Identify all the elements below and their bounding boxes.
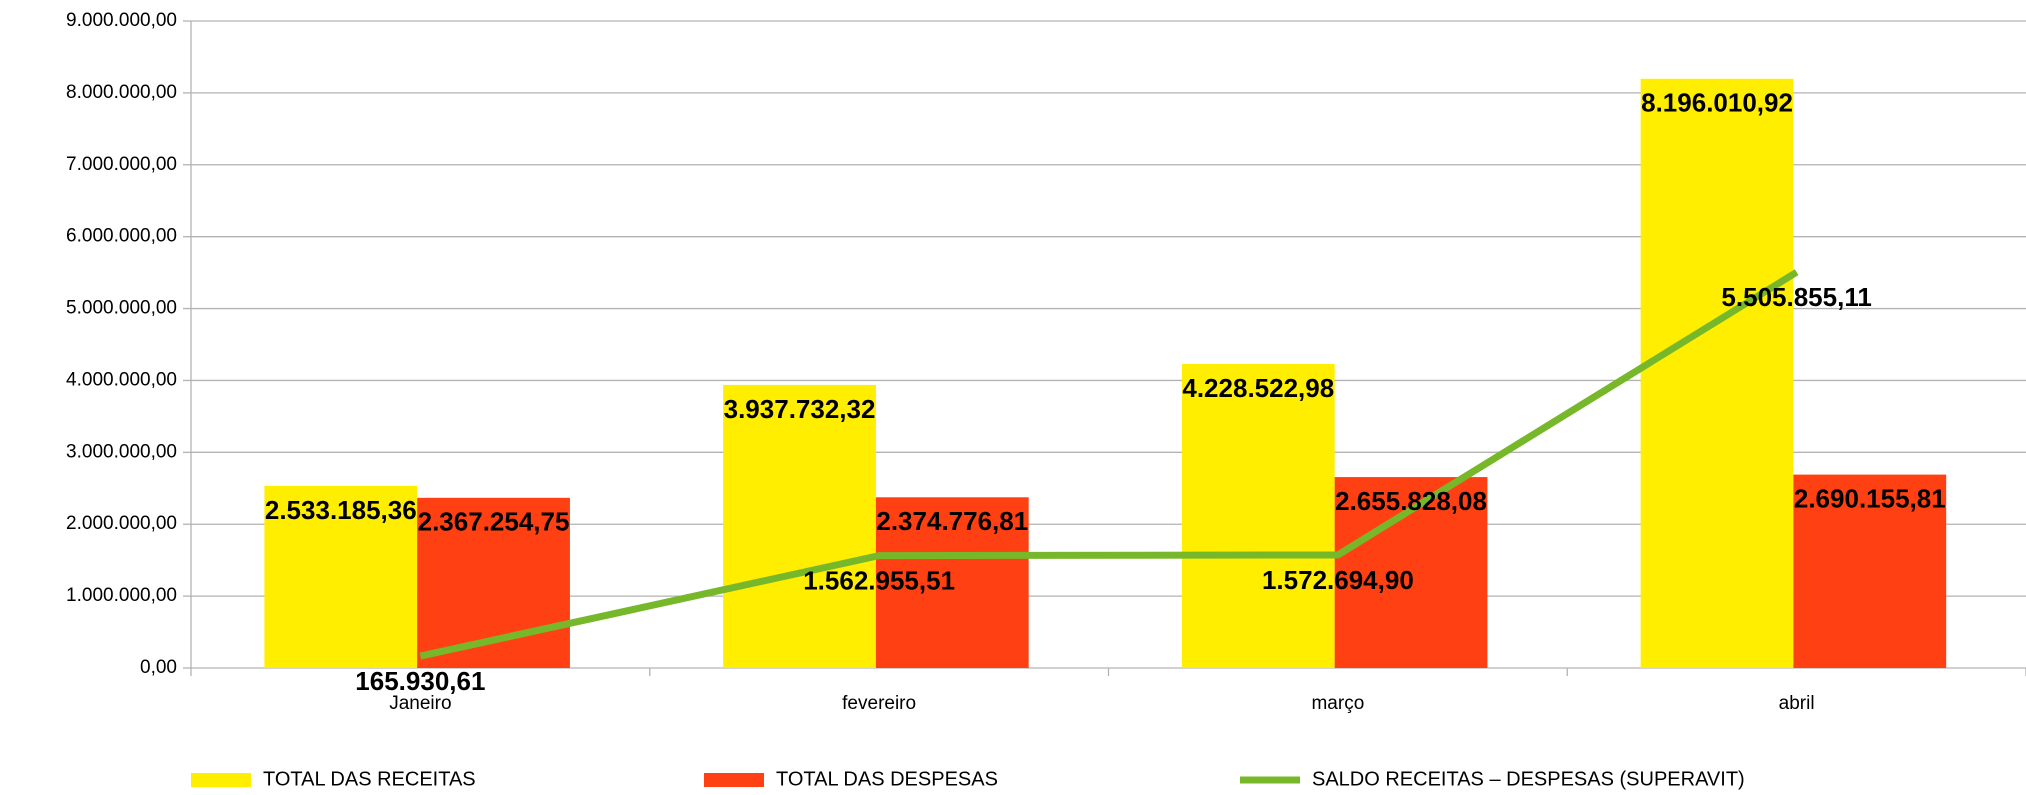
data-label: 2.374.776,81 xyxy=(876,506,1028,536)
y-tick-label: 1.000.000,00 xyxy=(66,585,177,606)
data-label: 4.228.522,98 xyxy=(1182,373,1334,403)
legend-label: TOTAL DAS DESPESAS xyxy=(776,768,998,790)
bar xyxy=(1793,474,1947,668)
y-tick-label: 8.000.000,00 xyxy=(66,82,177,103)
line-series xyxy=(419,269,1799,660)
y-tick-label: 7.000.000,00 xyxy=(66,154,177,175)
data-label: 8.196.010,92 xyxy=(1641,88,1793,118)
y-tick-label: 6.000.000,00 xyxy=(66,226,177,247)
data-label: 1.572.694,90 xyxy=(1262,565,1414,595)
y-tick-label: 0,00 xyxy=(140,657,177,678)
x-tick-label: abril xyxy=(1779,693,1815,714)
x-tick-label: Janeiro xyxy=(389,693,451,714)
x-tick-label: março xyxy=(1311,693,1364,714)
legend-swatch xyxy=(191,773,251,787)
data-label: 2.533.185,36 xyxy=(265,495,417,525)
bar xyxy=(1640,78,1794,669)
y-tick-label: 5.000.000,00 xyxy=(66,298,177,319)
bar xyxy=(1181,364,1335,668)
data-label: 2.655.828,08 xyxy=(1335,486,1487,516)
y-tick-label: 3.000.000,00 xyxy=(66,441,177,462)
bar xyxy=(875,497,1029,668)
bar xyxy=(264,485,418,668)
bar xyxy=(723,384,876,668)
y-tick-label: 9.000.000,00 xyxy=(66,10,177,31)
data-label: 5.505.855,11 xyxy=(1721,282,1871,312)
data-label: 2.367.254,75 xyxy=(418,507,570,537)
data-label: 2.690.155,81 xyxy=(1794,483,1946,513)
legend-swatch xyxy=(704,773,764,787)
legend-label: SALDO RECEITAS – DESPESAS (SUPERAVIT) xyxy=(1312,768,1745,790)
data-label: 1.562.955,51 xyxy=(803,566,955,596)
y-tick-label: 4.000.000,00 xyxy=(66,369,177,390)
data-label: 3.937.732,32 xyxy=(724,394,876,424)
legend-label: TOTAL DAS RECEITAS xyxy=(263,768,476,790)
data-label: 165.930,61 xyxy=(355,666,485,696)
y-tick-label: 2.000.000,00 xyxy=(66,513,177,534)
x-tick-label: fevereiro xyxy=(842,693,916,714)
